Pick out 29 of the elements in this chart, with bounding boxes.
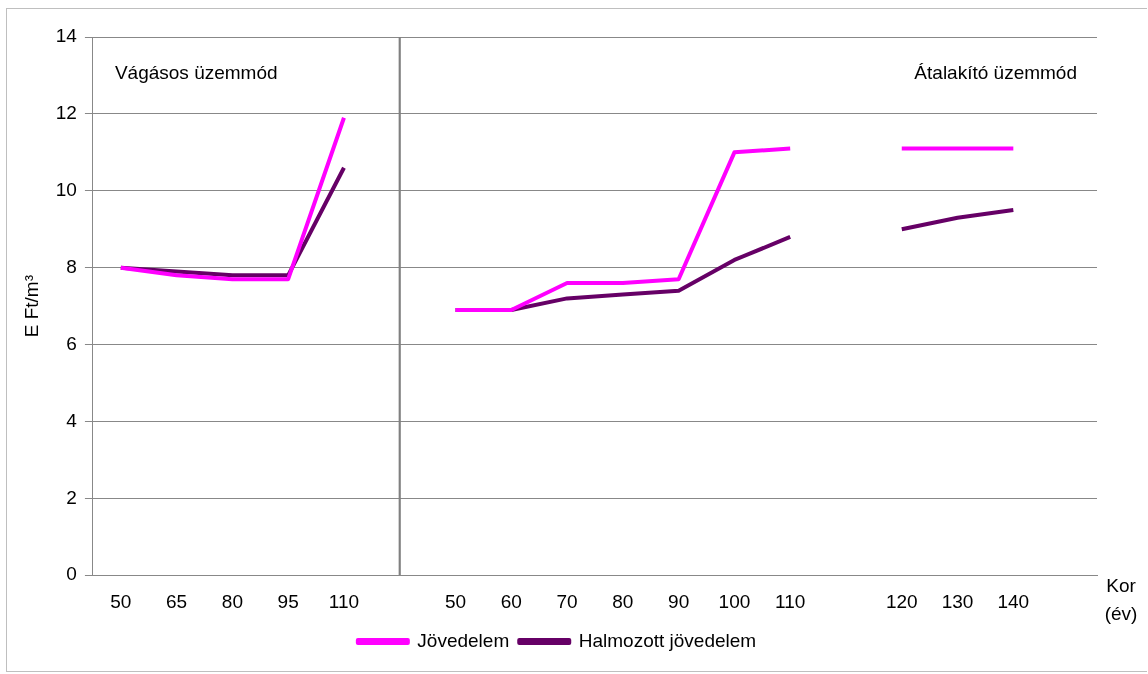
x-tick-label: 100 (718, 590, 751, 612)
legend-label: Jövedelem (417, 629, 510, 651)
y-tick-label: 10 (55, 179, 77, 201)
y-tick-label: 12 (55, 102, 77, 124)
x-tick-label: 65 (166, 590, 188, 612)
y-tick-label: 14 (55, 25, 78, 47)
x-tick-label: 80 (612, 590, 634, 612)
x-tick-label: 120 (885, 590, 918, 612)
x-tick-label: 60 (500, 590, 522, 612)
x-tick-label: 110 (775, 590, 806, 612)
legend-label: Halmozott jövedelem (578, 629, 757, 651)
x-tick-label: 90 (668, 590, 690, 612)
y-tick-label: 8 (66, 255, 77, 277)
x-tick-label: 95 (277, 590, 299, 612)
y-tick-label: 6 (66, 332, 77, 354)
x-axis-title: Kor (év) (1104, 575, 1138, 625)
y-tick-label: 4 (66, 409, 78, 431)
x-tick-label: 80 (221, 590, 243, 612)
x-tick-label: 50 (444, 590, 467, 612)
x-tick-label: 130 (941, 590, 974, 612)
x-tick-label: 70 (556, 590, 578, 612)
y-tick-label: 0 (66, 563, 77, 585)
y-axis-title: E Ft/m³ (20, 274, 42, 338)
x-tick-label: 140 (997, 590, 1030, 612)
annotation: Vágásos üzemmód (114, 62, 278, 84)
x-tick-label: 110 (328, 590, 360, 612)
y-tick-label: 2 (66, 486, 77, 508)
annotation: Átalakító üzemmód (914, 62, 1077, 84)
x-tick-label: 50 (110, 590, 132, 612)
